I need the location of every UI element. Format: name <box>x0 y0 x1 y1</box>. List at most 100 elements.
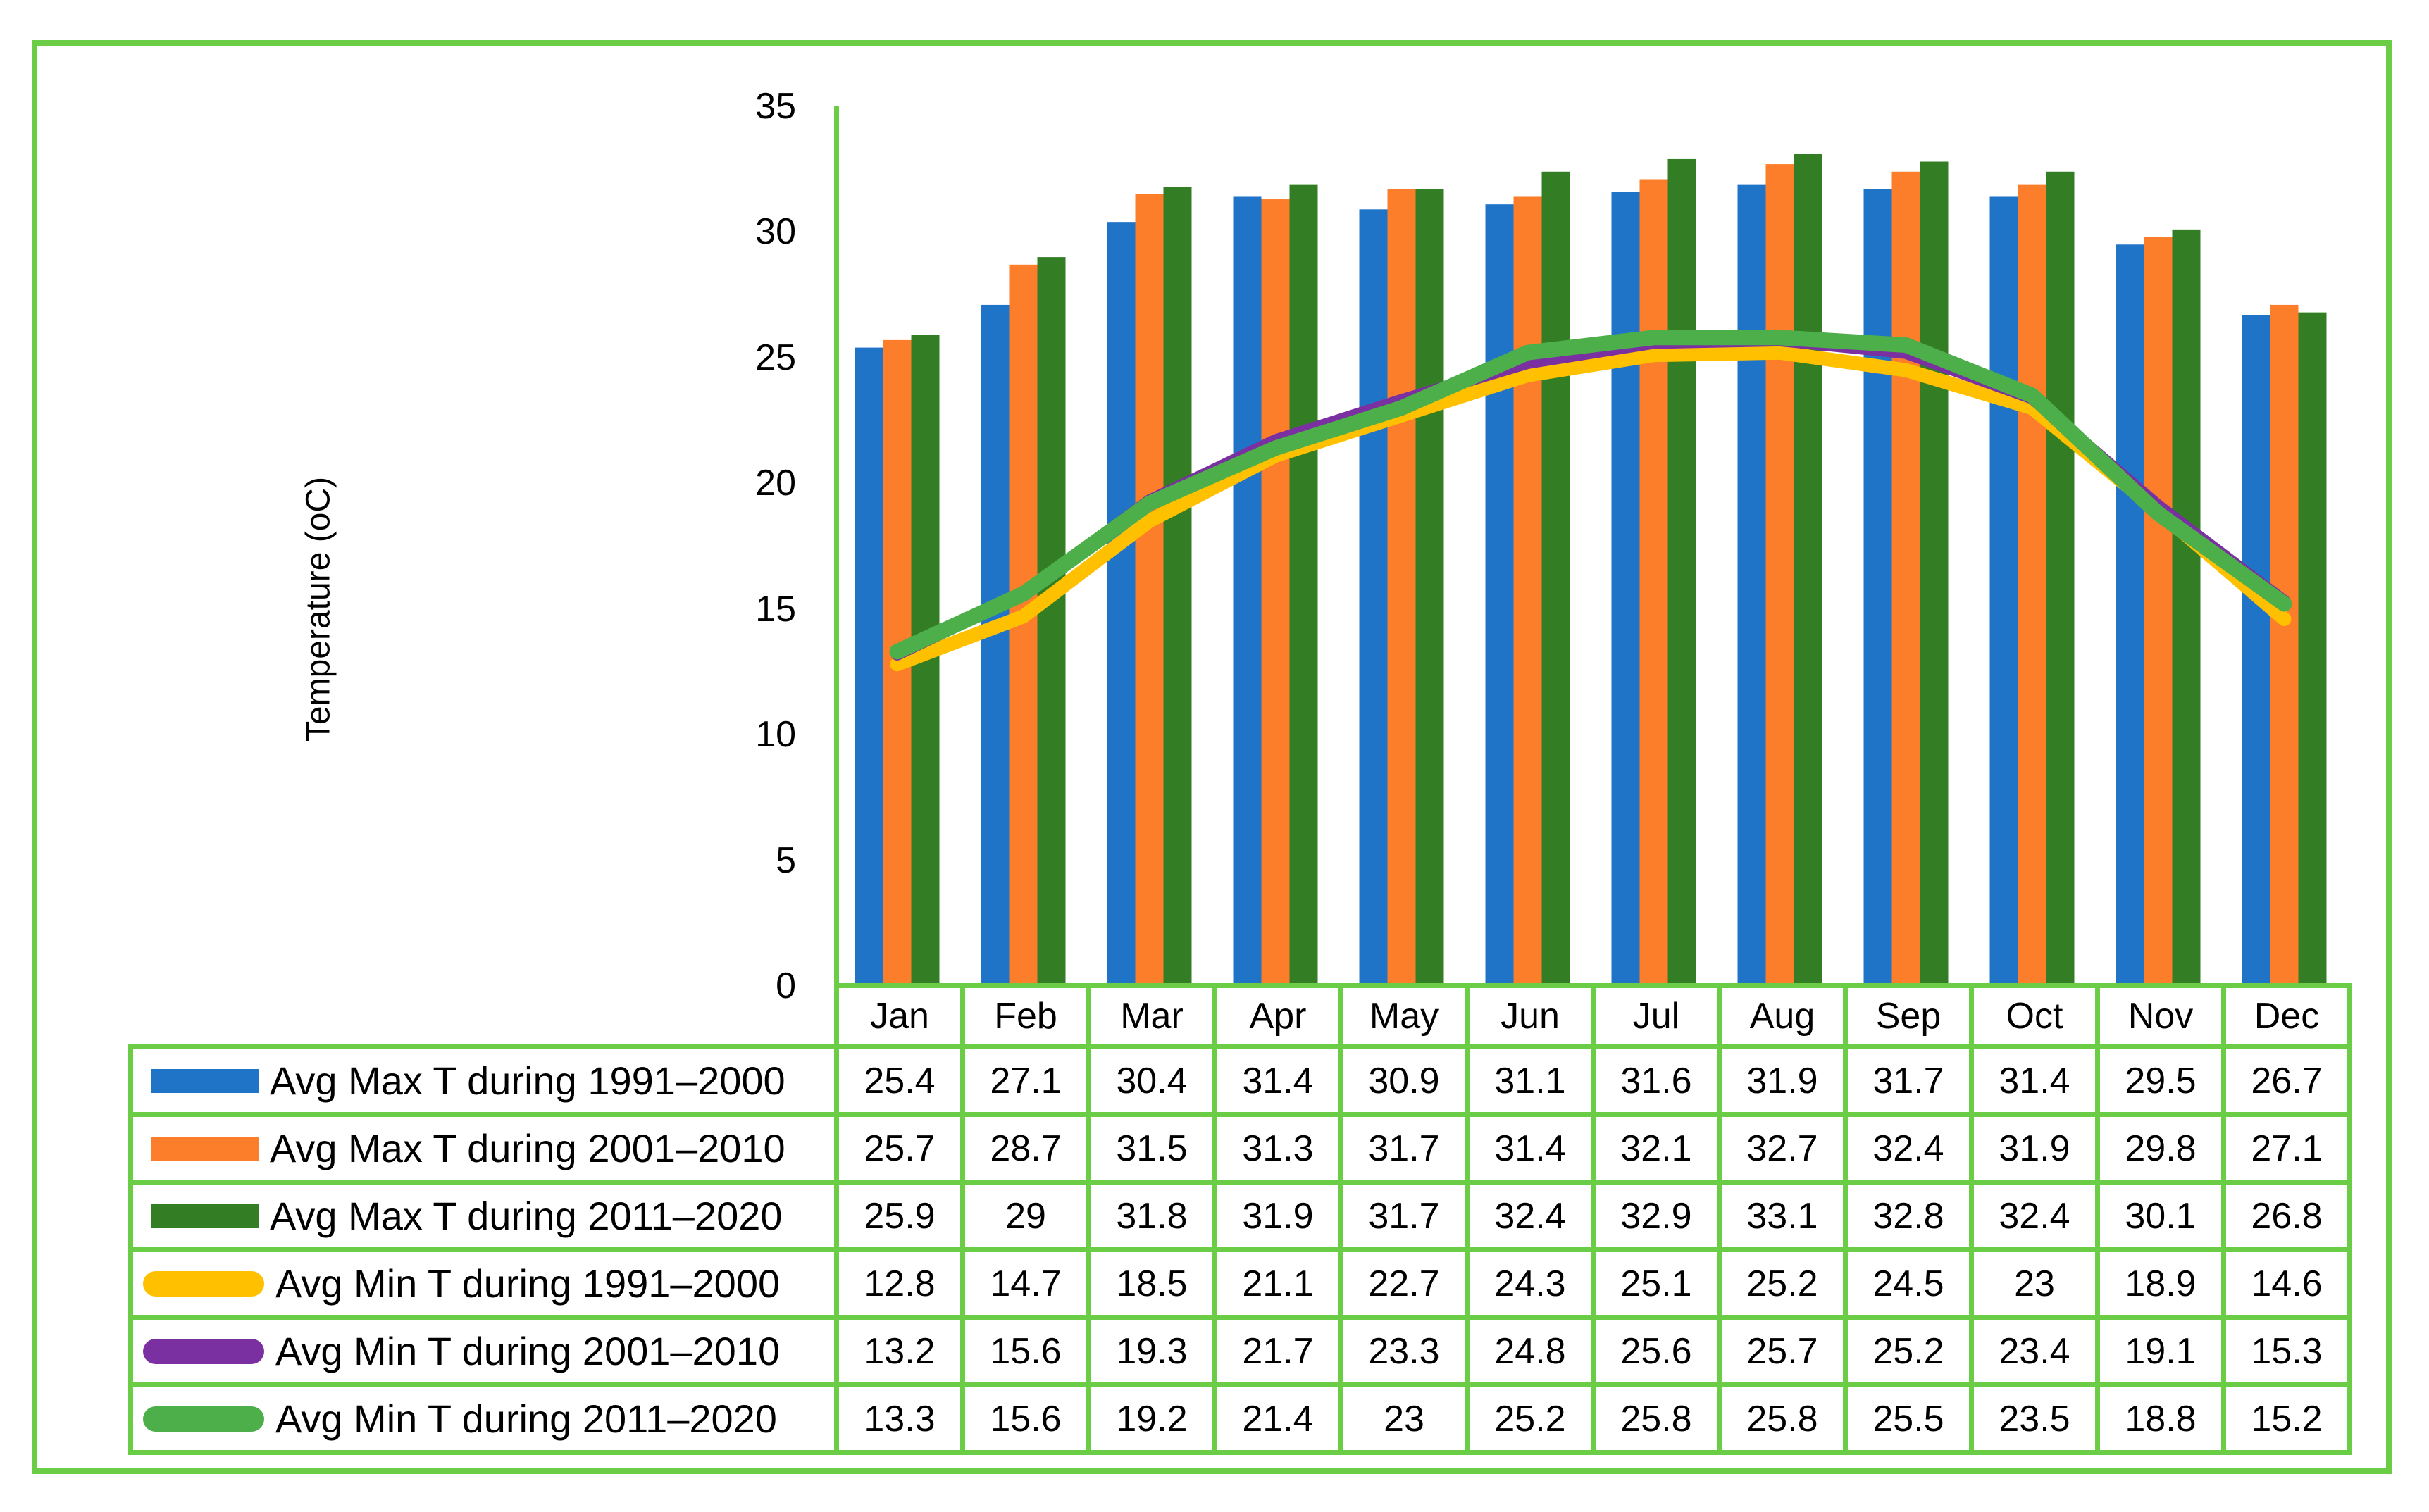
value-cell: 31.7 <box>1338 1180 1470 1252</box>
bar-jun <box>1541 171 1570 986</box>
bar-oct <box>2046 171 2075 986</box>
outer-frame <box>32 40 2392 1474</box>
value-cell: 12.8 <box>834 1247 965 1320</box>
bar-nov <box>2144 237 2173 986</box>
data-table: Jan Feb Mar Apr May Jun Jul Aug Sep Oct Nov Dec Avg … <box>128 983 2352 1455</box>
legend-bar-swatch <box>151 1204 259 1228</box>
legend-line-swatch <box>143 1338 264 1364</box>
value-cell: 15.2 <box>2221 1382 2352 1455</box>
y-tick-label: 30 <box>755 211 796 253</box>
value-cell: 27.1 <box>2221 1112 2352 1185</box>
bar-jul <box>1611 192 1640 986</box>
bar-dec <box>2270 304 2299 986</box>
value-cell: 22.7 <box>1338 1247 1470 1320</box>
value-cell: 30.4 <box>1086 1044 1217 1117</box>
value-cell: 31.7 <box>1843 1044 1974 1117</box>
value-cell: 31.6 <box>1591 1044 1722 1117</box>
bar-oct <box>1989 196 2018 986</box>
bar-apr <box>1261 199 1290 986</box>
min-temp-line <box>890 345 2292 672</box>
value-cell: 32.4 <box>1843 1112 1974 1185</box>
value-cell: 30.1 <box>2095 1180 2226 1252</box>
legend-label: Avg Max T during 1991–2000 <box>270 1058 785 1103</box>
value-cell: 19.2 <box>1086 1382 1217 1455</box>
value-cell: 31.4 <box>1212 1044 1343 1117</box>
bar-nov <box>2116 244 2144 986</box>
value-cell: 23.5 <box>1969 1382 2100 1455</box>
table-row: Avg Max T during 1991–2000 25.4 27.1 30.4 31… <box>128 1044 2352 1117</box>
value-cell: 29 <box>960 1180 1091 1252</box>
legend-bar-swatch <box>151 1068 259 1093</box>
value-cell: 30.9 <box>1338 1044 1470 1117</box>
month-header-cell: Nov <box>2095 983 2226 1049</box>
value-cell: 15.6 <box>960 1315 1091 1387</box>
bar-jul <box>1639 179 1668 986</box>
bar-sep <box>1891 171 1920 986</box>
month-header-cell: Sep <box>1843 983 1974 1049</box>
month-header-cell: Jun <box>1465 983 1596 1049</box>
value-cell: 32.4 <box>1465 1180 1596 1252</box>
value-cell: 23.4 <box>1969 1315 2100 1387</box>
value-cell: 23.3 <box>1338 1315 1470 1387</box>
legend-cell: Avg Min T during 1991–2000 <box>128 1247 839 1320</box>
value-cell: 18.9 <box>2095 1247 2226 1320</box>
value-cell: 13.2 <box>834 1315 965 1387</box>
value-cell: 25.7 <box>1717 1315 1848 1387</box>
value-cell: 25.1 <box>1591 1247 1722 1320</box>
value-cell: 26.7 <box>2221 1044 2352 1117</box>
bar-aug <box>1737 184 1766 986</box>
bar-apr <box>1233 196 1262 986</box>
value-cell: 32.8 <box>1843 1180 1974 1252</box>
value-cell: 21.7 <box>1212 1315 1343 1387</box>
y-tick-label: 15 <box>755 588 796 630</box>
value-cell: 31.7 <box>1338 1112 1470 1185</box>
table-row: Avg Min T during 2001–2010 13.2 15.6 19.3 21… <box>128 1315 2352 1387</box>
value-cell: 25.8 <box>1591 1382 1722 1455</box>
y-tick-label: 35 <box>755 86 796 127</box>
value-cell: 25.6 <box>1591 1315 1722 1387</box>
bar-apr <box>1289 184 1318 986</box>
value-cell: 19.3 <box>1086 1315 1217 1387</box>
value-cell: 31.9 <box>1717 1044 1848 1117</box>
value-cell: 15.6 <box>960 1382 1091 1455</box>
value-cell: 21.4 <box>1212 1382 1343 1455</box>
value-cell: 31.4 <box>1969 1044 2100 1117</box>
legend-label: Avg Min T during 2001–2010 <box>275 1329 781 1373</box>
bar-oct <box>2018 184 2046 986</box>
legend-line-swatch <box>143 1270 264 1297</box>
legend-cell: Avg Min T during 2011–2020 <box>128 1382 839 1455</box>
value-cell: 14.7 <box>960 1247 1091 1320</box>
month-header-cell: Apr <box>1212 983 1343 1049</box>
value-cell: 24.5 <box>1843 1247 1974 1320</box>
month-header-cell: Jul <box>1591 983 1722 1049</box>
table-row: Avg Min T during 1991–2000 12.8 14.7 18.5 21… <box>128 1247 2352 1320</box>
legend-cell: Avg Min T during 2001–2010 <box>128 1315 839 1387</box>
value-cell: 29.8 <box>2095 1112 2226 1185</box>
value-cell: 31.8 <box>1086 1180 1217 1252</box>
value-cell: 32.9 <box>1591 1180 1722 1252</box>
table-row: Avg Max T during 2011–2020 25.9 29 31.8 31.9… <box>128 1180 2352 1252</box>
value-cell: 26.8 <box>2221 1180 2352 1252</box>
legend-cell: Avg Max T during 2001–2010 <box>128 1112 839 1185</box>
bar-feb <box>1037 257 1066 986</box>
y-tick-label: 20 <box>755 463 796 504</box>
value-cell: 31.5 <box>1086 1112 1217 1185</box>
bar-mar <box>1163 187 1192 986</box>
y-tick-label: 0 <box>776 966 796 1006</box>
value-cell: 23 <box>1338 1382 1470 1455</box>
y-tick-label: 5 <box>776 839 796 881</box>
month-header-cell: Aug <box>1717 983 1848 1049</box>
value-cell: 32.4 <box>1969 1180 2100 1252</box>
bar-may <box>1359 209 1388 986</box>
bar-dec <box>2242 315 2270 986</box>
bar-mar <box>1107 222 1136 986</box>
bar-mar <box>1135 194 1164 986</box>
table-corner-cell <box>131 986 837 1047</box>
month-header-cell: Dec <box>2221 983 2352 1049</box>
bar-jun <box>1485 204 1514 986</box>
y-tick-label: 25 <box>755 337 796 378</box>
legend-label: Avg Min T during 1991–2000 <box>275 1261 781 1306</box>
value-cell: 32.7 <box>1717 1112 1848 1185</box>
value-cell: 25.2 <box>1843 1315 1974 1387</box>
